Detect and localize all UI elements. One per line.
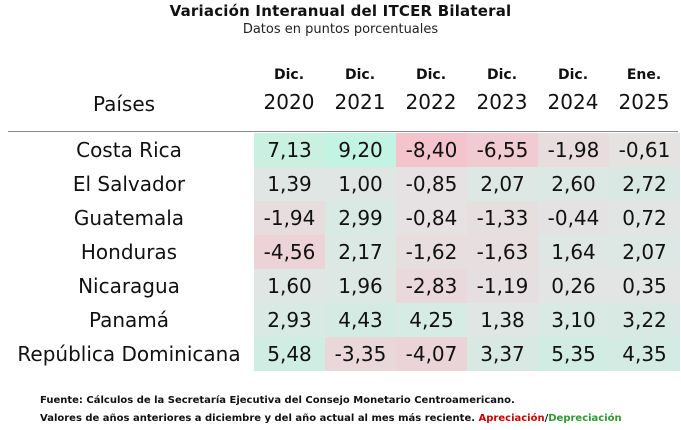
table-cell: -0,84 (396, 201, 467, 235)
column-header-month: Dic. (486, 67, 518, 83)
table-cell: -0,44 (538, 201, 609, 235)
period-note: Valores de años anteriores a diciembre y… (40, 413, 622, 424)
legend-appreciation: Apreciación (478, 413, 545, 424)
table-cell: 2,17 (325, 235, 396, 269)
column-header-month: Dic. (557, 67, 589, 83)
table-cell: 2,60 (538, 167, 609, 201)
table-cell: -1,63 (467, 235, 538, 269)
table-cell: 1,64 (538, 235, 609, 269)
country-label: Nicaragua (78, 274, 180, 298)
table-cell: 2,99 (325, 201, 396, 235)
column-header-month: Ene. (626, 67, 662, 83)
column-header-year: 2020 (263, 90, 315, 114)
table-cell: 1,60 (254, 269, 325, 303)
column-header-year: 2024 (547, 90, 599, 114)
period-note-text: Valores de años anteriores a diciembre y… (40, 413, 479, 424)
column-header-month: Dic. (415, 67, 447, 83)
chart-subtitle: Datos en puntos porcentuales (242, 22, 439, 37)
source-note: Fuente: Cálculos de la Secretaría Ejecut… (40, 395, 515, 406)
country-label: El Salvador (72, 172, 186, 196)
table-cell: -6,55 (467, 133, 538, 167)
column-header-1: Dic. 2021 (325, 64, 395, 116)
table-cell: 5,35 (538, 337, 609, 371)
country-label: Costa Rica (76, 138, 182, 162)
table-cell: -2,83 (396, 269, 467, 303)
column-header-0: Dic. 2020 (254, 64, 324, 116)
country-label: Panamá (88, 308, 170, 332)
table-cell: 9,20 (325, 133, 396, 167)
table-cell: -3,35 (325, 337, 396, 371)
table-cell: -1,98 (538, 133, 609, 167)
table-cell: 3,22 (609, 303, 680, 337)
column-header-5: Ene. 2025 (609, 64, 679, 116)
table-cell: -1,33 (467, 201, 538, 235)
country-label: Honduras (80, 240, 178, 264)
column-header-month: Dic. (344, 67, 376, 83)
table-row: Nicaragua 1,60 1,96 -2,83 -1,19 0,26 0,35 (0, 269, 681, 303)
table-cell: -4,56 (254, 235, 325, 269)
table-row: Honduras -4,56 2,17 -1,62 -1,63 1,64 2,07 (0, 235, 681, 269)
table-cell: -1,19 (467, 269, 538, 303)
row-header-label: Países (92, 92, 156, 116)
table-cell: 2,72 (609, 167, 680, 201)
column-header-2: Dic. 2022 (396, 64, 466, 116)
table-cell: 2,07 (467, 167, 538, 201)
legend-depreciation: Depreciación (548, 413, 622, 424)
table-cell: 2,07 (609, 235, 680, 269)
table-cell: 7,13 (254, 133, 325, 167)
table-cell: 0,35 (609, 269, 680, 303)
column-header-4: Dic. 2024 (538, 64, 608, 116)
table-cell: 4,35 (609, 337, 680, 371)
country-label: Guatemala (73, 206, 185, 230)
table-cell: 5,48 (254, 337, 325, 371)
table-cell: -0,61 (609, 133, 680, 167)
table-cell: 1,96 (325, 269, 396, 303)
column-header-month: Dic. (273, 67, 305, 83)
table-row: República Dominicana 5,48 -3,35 -4,07 3,37 5,… (0, 337, 681, 371)
legend-slash: / (544, 413, 549, 424)
table-cell: 4,43 (325, 303, 396, 337)
table-cell: -0,85 (396, 167, 467, 201)
table-cell: 1,38 (467, 303, 538, 337)
column-header-year: 2023 (476, 90, 528, 114)
table-cell: -8,40 (396, 133, 467, 167)
table-cell: -4,07 (396, 337, 467, 371)
table-cell: 0,26 (538, 269, 609, 303)
table-cell: 3,10 (538, 303, 609, 337)
table-cell: 4,25 (396, 303, 467, 337)
column-header-year: 2025 (618, 90, 670, 114)
country-label: República Dominicana (17, 342, 241, 366)
chart-title: Variación Interanual del ITCER Bilateral (169, 2, 512, 20)
column-header-year: 2021 (334, 90, 386, 114)
table-row: Panamá 2,93 4,43 4,25 1,38 3,10 3,22 (0, 303, 681, 337)
table-cell: 0,72 (609, 201, 680, 235)
table-cell: 3,37 (467, 337, 538, 371)
column-header-3: Dic. 2023 (467, 64, 537, 116)
table-row: Costa Rica 7,13 9,20 -8,40 -6,55 -1,98 -0,61 (0, 133, 681, 167)
header-divider (8, 131, 678, 132)
table-cell: 1,00 (325, 167, 396, 201)
table-row: Guatemala -1,94 2,99 -0,84 -1,33 -0,44 0,72 (0, 201, 681, 235)
table-row: El Salvador 1,39 1,00 -0,85 2,07 2,60 2,72 (0, 167, 681, 201)
column-header-year: 2022 (405, 90, 457, 114)
table-cell: 2,93 (254, 303, 325, 337)
table-header: Países Dic. 2020 Dic. 2021 Dic. 2022 Dic. 2023 D… (0, 60, 681, 130)
table-cell: 1,39 (254, 167, 325, 201)
table-cell: -1,94 (254, 201, 325, 235)
table-cell: -1,62 (396, 235, 467, 269)
